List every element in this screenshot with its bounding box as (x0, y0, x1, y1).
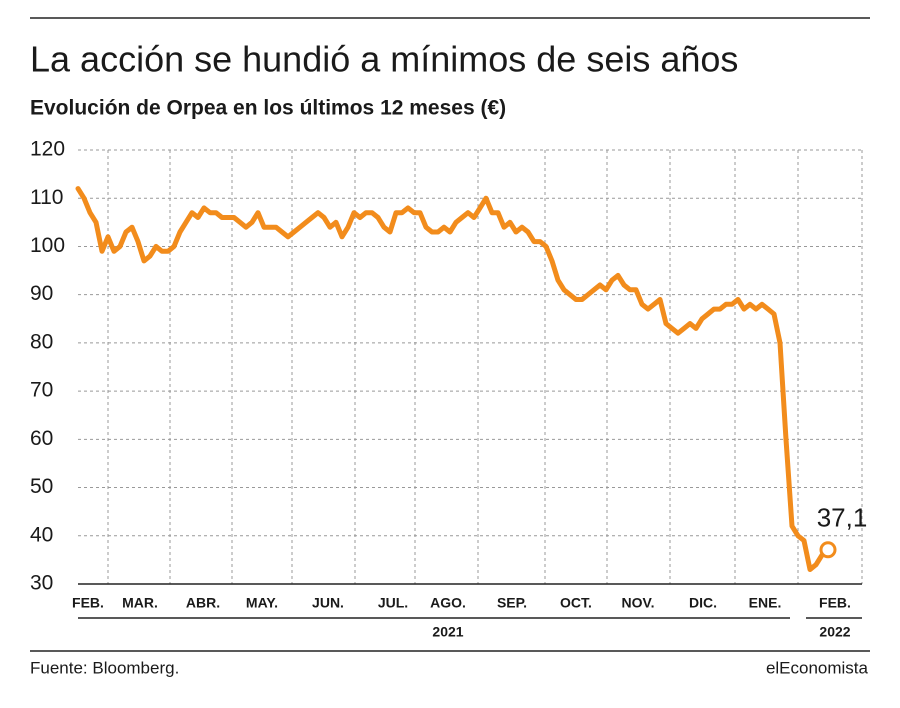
y-tick-label: 40 (30, 523, 53, 546)
line (75, 186, 831, 572)
end-marker (819, 541, 837, 559)
year-label: 2022 (819, 624, 850, 640)
y-tick-label: 50 (30, 475, 53, 498)
y-tick-label: 90 (30, 282, 53, 305)
x-tick-label: FEB. (819, 595, 851, 611)
x-tick-label: AGO. (430, 595, 466, 611)
y-tick-label: 110 (30, 186, 63, 209)
year-label: 2021 (432, 624, 463, 640)
y-tick-label: 60 (30, 427, 53, 450)
x-tick-label: OCT. (560, 595, 592, 611)
y-tick-label: 120 (30, 138, 65, 161)
x-tick-label: JUL. (378, 595, 408, 611)
y-tick-label: 30 (30, 572, 53, 595)
x-tick-label: ENE. (749, 595, 782, 611)
source: Fuente: Bloomberg. (30, 658, 179, 677)
x-tick-label: JUN. (312, 595, 344, 611)
y-tick-label: 100 (30, 234, 65, 257)
x-tick-label: MAY. (246, 595, 278, 611)
x-tick-label: SEP. (497, 595, 527, 611)
x-tick-label: MAR. (122, 595, 158, 611)
x-tick-label: DIC. (689, 595, 717, 611)
x-tick-label: ABR. (186, 595, 220, 611)
y-tick-label: 80 (30, 330, 53, 353)
chart-subtitle: Evolución de Orpea en los últimos 12 mes… (30, 97, 506, 120)
x-tick-label: FEB. (72, 595, 104, 611)
y-tick-label: 70 (30, 379, 53, 402)
x-tick-label: NOV. (622, 595, 655, 611)
value-label: 37,1 (817, 503, 868, 533)
chart-title: La acción se hundió a mínimos de seis añ… (30, 39, 738, 80)
brand: elEconomista (766, 658, 869, 677)
